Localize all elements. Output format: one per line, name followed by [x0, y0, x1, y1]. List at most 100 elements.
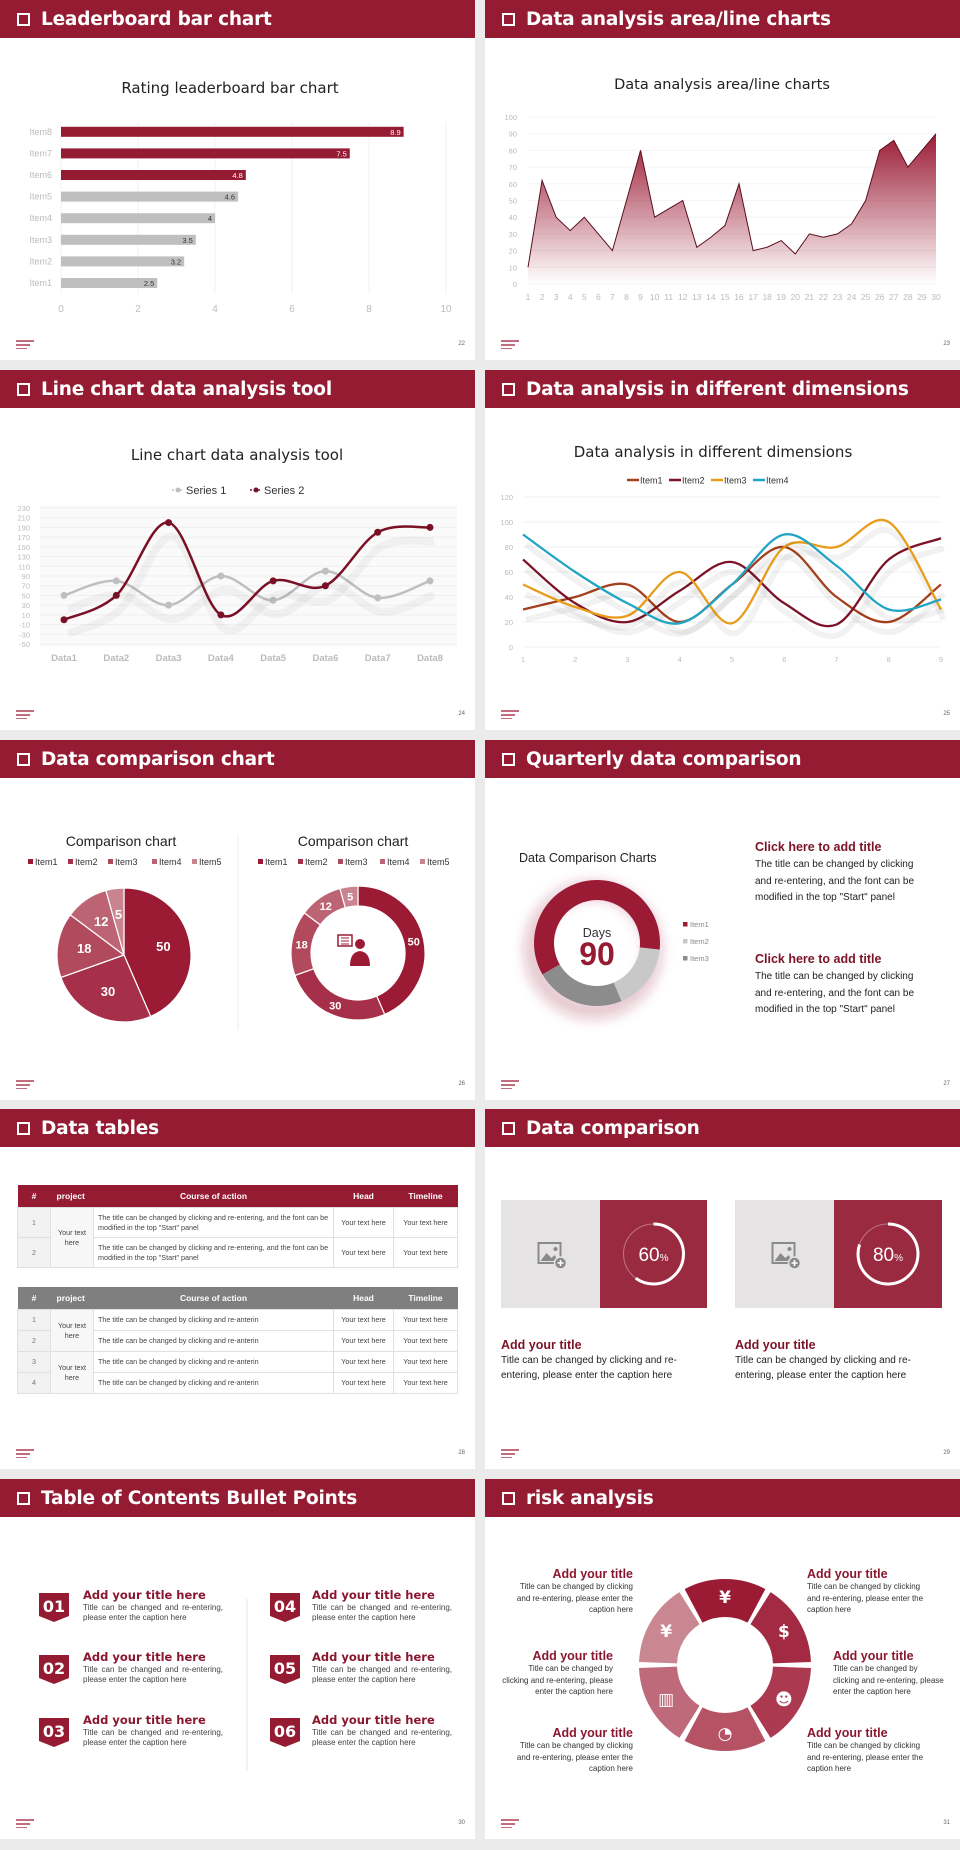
risk-title[interactable]: Add your title [833, 1649, 914, 1663]
image-placeholder[interactable] [501, 1200, 600, 1308]
chart-title: Data Comparison Charts [519, 851, 657, 865]
legend-label: Item2 [682, 476, 705, 486]
card-title[interactable]: Add your title [735, 1338, 816, 1352]
legend-swatch [298, 859, 303, 864]
pie-slice [123, 887, 192, 1018]
number-badge [270, 1655, 300, 1684]
head-cell: Your text here [333, 1237, 394, 1268]
legend-label: Item1 [265, 857, 288, 867]
risk-title[interactable]: Add your title [807, 1567, 888, 1581]
y-tick-label: 40 [505, 593, 513, 602]
y-tick-label: 90 [509, 130, 517, 139]
slide-title: Data comparison [526, 1117, 700, 1139]
legend-label: Series 2 [264, 485, 304, 497]
x-tick-label: 6 [782, 655, 786, 664]
x-tick-label: 18 [762, 292, 772, 302]
action-cell[interactable]: The title can be changed by clicking and… [93, 1237, 334, 1268]
x-tick-label: 4 [212, 304, 218, 315]
item-title[interactable]: Add your title here [312, 1650, 435, 1664]
action-cell[interactable]: The title can be changed by clicking and… [93, 1330, 334, 1352]
number-badge [39, 1718, 69, 1747]
action-cell[interactable]: The title can be changed by clicking and… [93, 1207, 334, 1238]
data-point [426, 577, 434, 585]
x-tick-label: Data8 [417, 653, 443, 664]
risk-title[interactable]: Add your title [532, 1649, 613, 1663]
checkbox-icon [17, 382, 30, 396]
legend-swatch [420, 859, 425, 864]
block-title[interactable]: Click here to add title [755, 952, 882, 966]
item-title[interactable]: Add your title here [83, 1713, 206, 1727]
category-label: Item4 [29, 213, 52, 223]
risk-title[interactable]: Add your title [807, 1726, 888, 1740]
slide-canvas: 60% 80% [501, 1200, 942, 1308]
action-cell[interactable]: The title can be changed by clicking and… [93, 1309, 334, 1331]
donut-segment [613, 947, 660, 1002]
table-header-row: # project Course of action Head Timeline [17, 1185, 458, 1208]
slide-header: Data analysis area/line charts [485, 0, 960, 38]
data-point [426, 523, 434, 531]
x-tick-label: 1 [526, 292, 531, 302]
x-tick-label: Data2 [103, 653, 129, 664]
data-point [217, 572, 225, 580]
x-tick-label: 27 [889, 292, 899, 302]
category-label: Item8 [29, 127, 52, 137]
number-badge [39, 1593, 69, 1622]
data-point [60, 591, 68, 599]
progress-unit: % [894, 1253, 903, 1264]
y-tick-label: 0 [513, 280, 517, 289]
pie-slice [294, 967, 386, 1021]
action-cell[interactable]: The title can be changed by clicking and… [93, 1351, 334, 1373]
building-icon: ▥ [658, 1690, 674, 1710]
risk-text: caption here [588, 1764, 633, 1773]
category-label: Item6 [29, 170, 52, 180]
page-number: 29 [943, 1450, 950, 1456]
item-text: Title can be changed and re-entering, pl… [312, 1728, 452, 1747]
block-text: The title can be changed by clicking [755, 971, 914, 982]
progress-number: 80 [873, 1245, 894, 1266]
risk-title[interactable]: Add your title [552, 1726, 633, 1740]
slide-header: Data comparison chart [0, 740, 475, 778]
item-title[interactable]: Add your title here [312, 1588, 435, 1602]
add-image-icon[interactable] [771, 1242, 802, 1270]
item-title[interactable]: Add your title here [312, 1713, 435, 1727]
data-point [165, 519, 173, 527]
data-table: # project Course of action Head Timeline 1 You… [17, 1287, 458, 1394]
column-header: Timeline [408, 1191, 443, 1201]
legend-label: Item2 [305, 857, 328, 867]
data-point [112, 577, 120, 585]
block-title[interactable]: Click here to add title [755, 840, 882, 854]
slide-canvas: Line chart data analysis tool 23021019017… [17, 446, 457, 664]
risk-text: and re-entering, please enter the [516, 1752, 633, 1762]
row-number: 1 [17, 1309, 51, 1331]
x-tick-label: 29 [917, 292, 927, 302]
card-text: entering, please enter the caption here [735, 1370, 907, 1381]
bar-value-label: 3.2 [171, 257, 181, 266]
legend-label: Item3 [345, 857, 368, 867]
project-cell: Your text here [50, 1207, 94, 1268]
slide-title: Data analysis in different dimensions [526, 378, 909, 400]
donut-segment [542, 964, 622, 1006]
x-tick-label: 2 [135, 304, 141, 315]
image-placeholder[interactable] [735, 1200, 834, 1308]
data-point [321, 582, 329, 590]
slide-canvas: Comparison chart Item1 Item2 Item3 Item4 Item… [28, 833, 450, 1030]
legend-label: Item1 [640, 476, 663, 486]
x-tick-label: 22 [819, 292, 829, 302]
x-tick-label: 9 [939, 655, 943, 664]
legend-marker [175, 487, 181, 493]
item-title[interactable]: Add your title here [83, 1588, 206, 1602]
card-title[interactable]: Add your title [501, 1338, 582, 1352]
x-tick-label: 25 [861, 292, 871, 302]
item-title[interactable]: Add your title here [83, 1650, 206, 1664]
x-tick-label: 3 [554, 292, 559, 302]
pie-slice [357, 885, 426, 1016]
x-tick-label: 14 [706, 292, 716, 302]
slide-canvas: 01 02 03 04 05 06 [39, 1593, 300, 1771]
legend-swatch [338, 859, 343, 864]
add-image-icon[interactable] [537, 1242, 568, 1270]
action-cell[interactable]: The title can be changed by clicking and… [93, 1372, 334, 1394]
series-line [522, 533, 942, 625]
legend-swatch [152, 859, 157, 864]
risk-title[interactable]: Add your title [552, 1567, 633, 1581]
x-tick-label: 1 [521, 655, 525, 664]
